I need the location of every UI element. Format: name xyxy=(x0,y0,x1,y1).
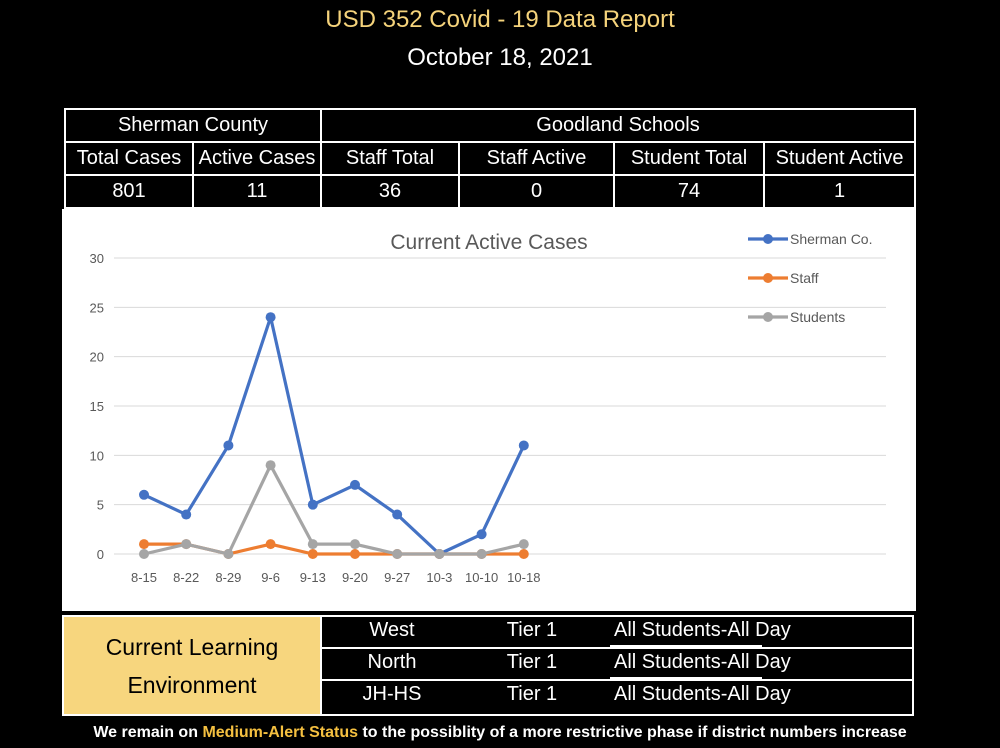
data-point xyxy=(518,549,529,559)
data-point xyxy=(518,539,529,550)
chart-title: Current Active Cases xyxy=(390,231,587,254)
tier-level: Tier 1 xyxy=(506,683,558,705)
legend-marker xyxy=(763,234,773,244)
x-tick-label: 8-15 xyxy=(131,570,157,585)
col-student-total: Student Total xyxy=(613,141,766,176)
chart-svg: Current Active Cases 0 5 10 15 20 25 30 8-15 8-22… xyxy=(90,231,886,585)
data-point xyxy=(265,539,276,550)
learning-environment-panel: Current Learning Environment West Tier 1… xyxy=(62,615,914,716)
school-name: JH-HS xyxy=(362,683,422,705)
series-line xyxy=(143,315,526,556)
group-goodland-schools: Goodland Schools xyxy=(320,108,917,143)
value-staff-total: 36 xyxy=(320,174,461,209)
report-title: USD 352 Covid - 19 Data Report xyxy=(325,6,675,33)
y-tick-label: 25 xyxy=(90,300,104,315)
status-underline xyxy=(610,677,762,679)
col-active-cases: Active Cases xyxy=(191,141,323,176)
attendance-status: All Students-All Day xyxy=(614,683,791,705)
legend-label: Sherman Co. xyxy=(790,231,872,247)
x-tick-label: 10-10 xyxy=(465,570,498,585)
status-underline xyxy=(610,645,762,647)
data-point xyxy=(476,529,487,540)
legend-label: Students xyxy=(790,309,845,325)
data-point xyxy=(350,549,360,559)
data-point xyxy=(265,460,276,471)
active-cases-chart: Current Active Cases 0 5 10 15 20 25 30 8-15 8-22… xyxy=(62,209,916,611)
data-point xyxy=(307,549,318,559)
attendance-status: All Students-All Day xyxy=(614,651,791,673)
x-tick-label: 9-6 xyxy=(261,570,280,585)
value-student-total: 74 xyxy=(613,174,766,209)
data-point xyxy=(307,539,318,550)
data-point xyxy=(139,489,149,500)
value-student-active: 1 xyxy=(763,174,917,209)
alert-status-highlight: Medium-Alert Status xyxy=(202,724,359,741)
col-total-cases: Total Cases xyxy=(64,141,194,176)
x-tick-label: 8-29 xyxy=(215,570,241,585)
value-total-cases: 801 xyxy=(64,174,194,209)
report-date: October 18, 2021 xyxy=(407,44,593,71)
value-active-cases: 11 xyxy=(191,174,323,209)
legend-marker xyxy=(763,273,773,283)
y-tick-label: 30 xyxy=(90,251,104,266)
learning-environment-label: Current Learning Environment xyxy=(64,617,320,714)
group-sherman-county: Sherman County xyxy=(63,108,323,143)
data-point xyxy=(265,312,276,323)
x-tick-label: 9-27 xyxy=(384,570,410,585)
y-tick-label: 5 xyxy=(97,498,104,513)
environment-rows: West Tier 1 All Students-All Day North T… xyxy=(320,617,912,714)
data-point xyxy=(223,440,234,451)
y-tick-label: 10 xyxy=(90,448,104,463)
col-student-active: Student Active xyxy=(763,141,917,176)
tier-level: Tier 1 xyxy=(506,651,558,673)
data-point xyxy=(434,549,445,559)
data-point xyxy=(518,440,529,451)
value-staff-active: 0 xyxy=(458,174,616,209)
environment-row-north: North Tier 1 All Students-All Day xyxy=(320,649,912,681)
school-name: West xyxy=(369,619,415,641)
y-tick-label: 0 xyxy=(97,547,104,562)
stats-table: Sherman County Goodland Schools Total Ca… xyxy=(63,108,917,209)
environment-row-jh-hs: JH-HS Tier 1 All Students-All Day xyxy=(320,681,912,714)
legend-label: Staff xyxy=(790,270,819,286)
data-point xyxy=(476,549,487,559)
data-point xyxy=(223,549,234,559)
x-tick-label: 8-22 xyxy=(173,570,199,585)
data-point xyxy=(181,509,192,520)
data-point xyxy=(139,549,149,559)
col-staff-total: Staff Total xyxy=(320,141,461,176)
col-staff-active: Staff Active xyxy=(458,141,616,176)
footer-suffix: to the possiblity of a more restrictive … xyxy=(362,724,907,741)
x-tick-label: 10-3 xyxy=(426,570,452,585)
data-point xyxy=(307,499,318,510)
data-point xyxy=(350,539,360,550)
data-point xyxy=(392,509,403,520)
footer-prefix: We remain on xyxy=(93,724,198,741)
tier-level: Tier 1 xyxy=(506,619,558,641)
x-tick-label: 9-13 xyxy=(300,570,326,585)
attendance-status: All Students-All Day xyxy=(614,619,791,641)
y-tick-label: 15 xyxy=(90,399,104,414)
data-point xyxy=(181,539,192,550)
y-tick-label: 20 xyxy=(90,350,104,365)
data-point xyxy=(139,539,149,550)
school-name: North xyxy=(367,651,417,673)
environment-row-west: West Tier 1 All Students-All Day xyxy=(320,617,912,649)
data-point xyxy=(350,479,360,490)
series-line xyxy=(143,463,525,556)
x-tick-label: 10-18 xyxy=(507,570,540,585)
x-tick-label: 9-20 xyxy=(342,570,368,585)
alert-status-footer: We remain on Medium-Alert Status to the … xyxy=(0,724,1000,742)
data-point xyxy=(392,549,403,559)
legend-marker xyxy=(763,312,773,322)
